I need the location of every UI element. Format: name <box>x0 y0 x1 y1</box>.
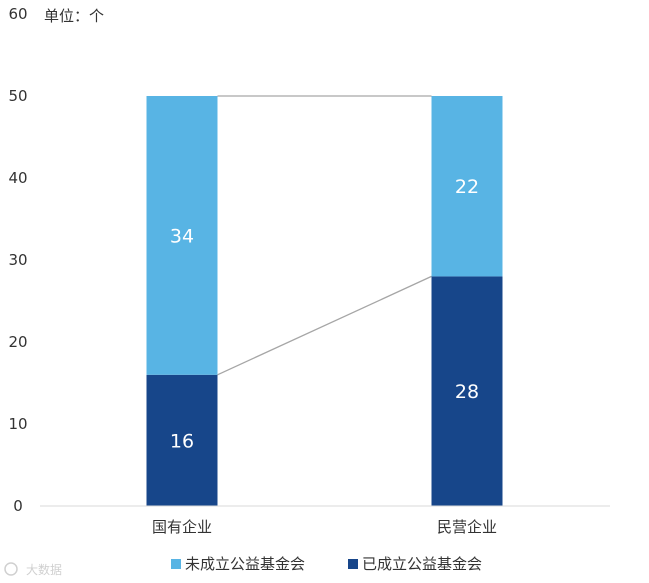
connector-line <box>217 275 432 376</box>
y-tick-label: 20 <box>8 333 27 351</box>
data-label: 28 <box>455 381 479 403</box>
legend: 未成立公益基金会 已成立公益基金会 <box>171 555 482 573</box>
y-tick-label: 60 <box>8 5 27 23</box>
watermark: 大数据 <box>4 562 62 577</box>
legend-label: 已成立公益基金会 <box>362 555 482 573</box>
watermark-logo-icon <box>4 562 18 576</box>
y-tick-label: 0 <box>13 497 23 515</box>
y-tick-label: 30 <box>8 251 27 269</box>
category-labels: 国有企业 民营企业 <box>152 518 497 536</box>
connector-lines <box>217 95 432 376</box>
bar-segment <box>146 96 218 375</box>
x-category-label: 民营企业 <box>437 518 497 536</box>
y-axis: 0 10 20 30 40 50 60 <box>8 5 27 515</box>
bar-segment <box>146 374 218 506</box>
legend-swatch <box>348 559 358 569</box>
bars: 16 34 28 22 <box>146 96 503 506</box>
y-tick-label: 10 <box>8 415 27 433</box>
data-label: 22 <box>455 176 479 198</box>
legend-label: 未成立公益基金会 <box>185 555 305 573</box>
bar-segment <box>431 96 503 277</box>
legend-swatch <box>171 559 181 569</box>
watermark-text: 大数据 <box>26 562 62 577</box>
data-label: 16 <box>170 430 194 452</box>
unit-label: 单位：个 <box>44 7 104 25</box>
y-tick-label: 50 <box>8 87 27 105</box>
y-tick-label: 40 <box>8 169 27 187</box>
bar-segment <box>431 276 503 506</box>
x-category-label: 国有企业 <box>152 518 212 536</box>
data-label: 34 <box>170 225 194 247</box>
